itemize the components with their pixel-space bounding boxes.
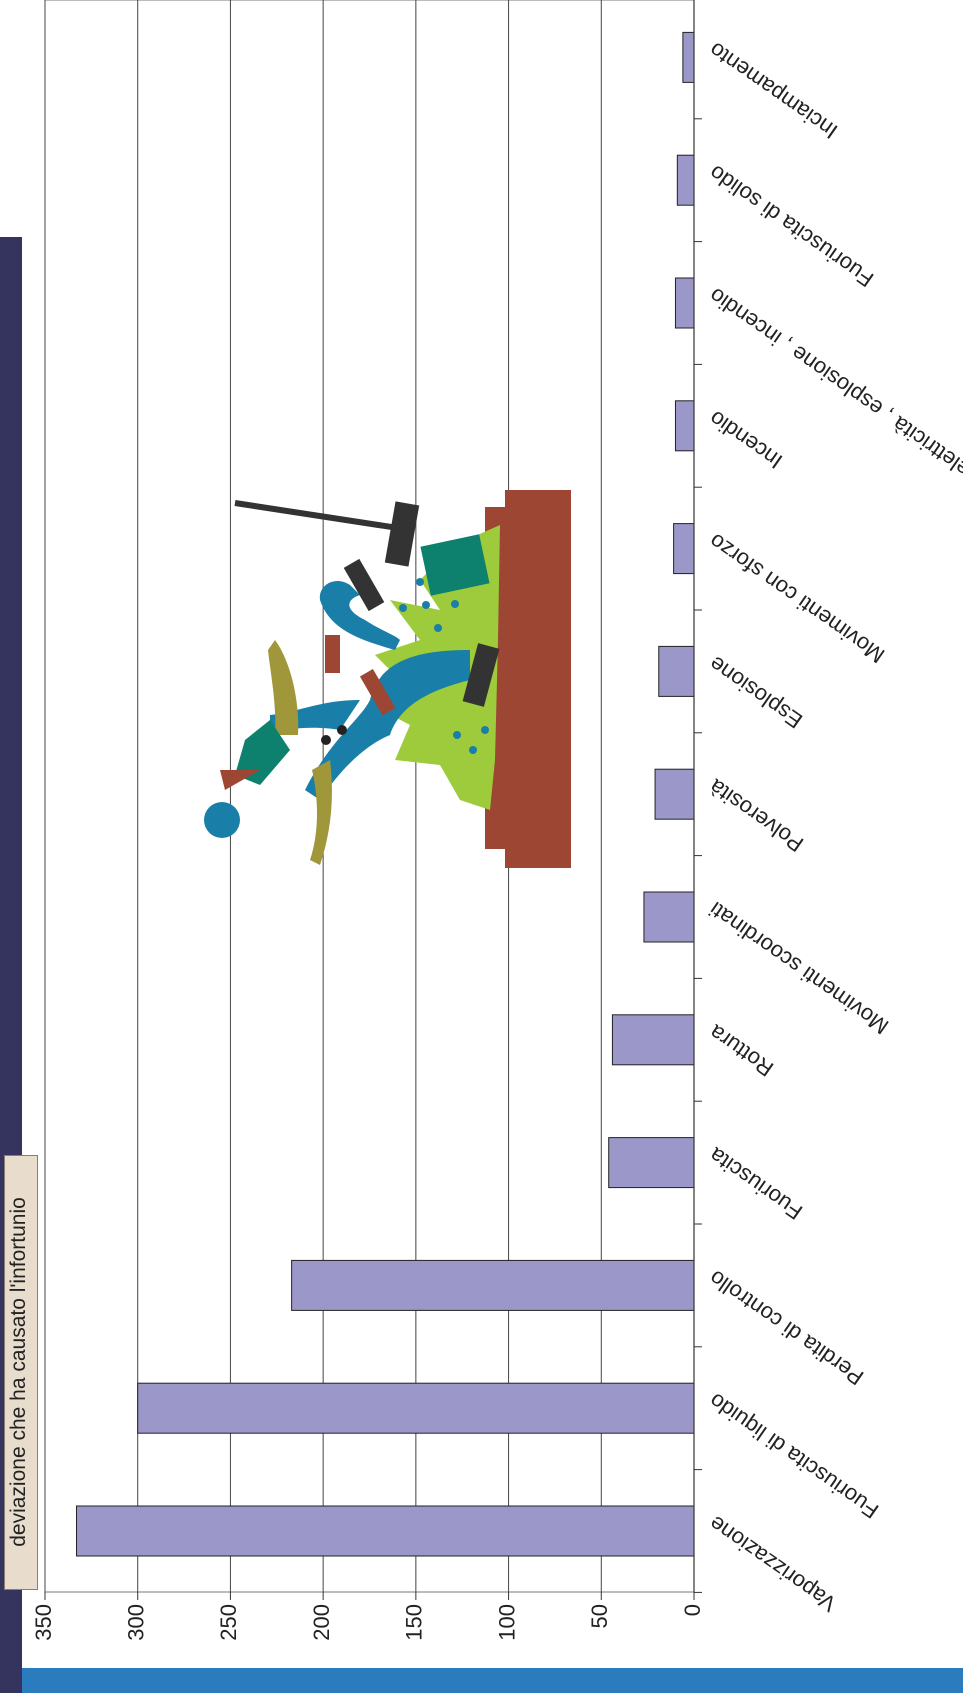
bar [658, 645, 695, 697]
axis-layer [44, 0, 702, 1600]
bars-layer [76, 31, 695, 1557]
bar [608, 1137, 695, 1189]
tick-label: 250 [216, 1604, 241, 1641]
worker-explosion-clipart [204, 490, 571, 868]
bar [674, 400, 695, 452]
bar [137, 1382, 695, 1434]
tick-label: 300 [124, 1604, 149, 1641]
bar [643, 891, 695, 943]
category-label: Polverosità [704, 774, 808, 857]
chart-title-box [4, 1155, 38, 1590]
bar [291, 1259, 695, 1311]
tick-label: 100 [494, 1604, 519, 1641]
bar [76, 1505, 695, 1557]
bar [611, 1014, 695, 1066]
tick-label: 200 [309, 1604, 334, 1641]
category-label: Rottura [704, 1019, 778, 1081]
bar [673, 523, 695, 575]
tick-label: 50 [587, 1604, 612, 1628]
category-label: Movimenti con sforzo [705, 529, 890, 669]
grid-layer [44, 0, 695, 1593]
category-label: Incendio [705, 406, 787, 474]
bar [674, 277, 695, 329]
tick-label: 0 [680, 1604, 705, 1616]
category-label: Esplosione [705, 651, 808, 733]
category-label: Fuoriuscita di solido [705, 160, 879, 292]
category-label: Vaporizzazione [705, 1511, 841, 1617]
category-label: Movimenti scoordinati [705, 897, 894, 1040]
bar [676, 154, 695, 206]
bar [682, 31, 695, 83]
chart-title: deviazione che ha causato l'infortunio [7, 1197, 30, 1547]
category-label: Inciampamento [705, 37, 843, 144]
bottom-band [22, 1668, 963, 1693]
tick-label: 350 [31, 1604, 56, 1641]
category-label: Perdita di controllo [705, 1265, 869, 1390]
tick-label: 150 [402, 1604, 427, 1641]
category-label: Fuoriuscita di liquido [705, 1388, 884, 1524]
tick-labels: 0 50 100 150 200 250 300 350 [31, 1604, 705, 1641]
bar [654, 768, 695, 820]
plot-border [44, 0, 695, 1593]
category-label: Fuoriuscita [704, 1142, 807, 1225]
